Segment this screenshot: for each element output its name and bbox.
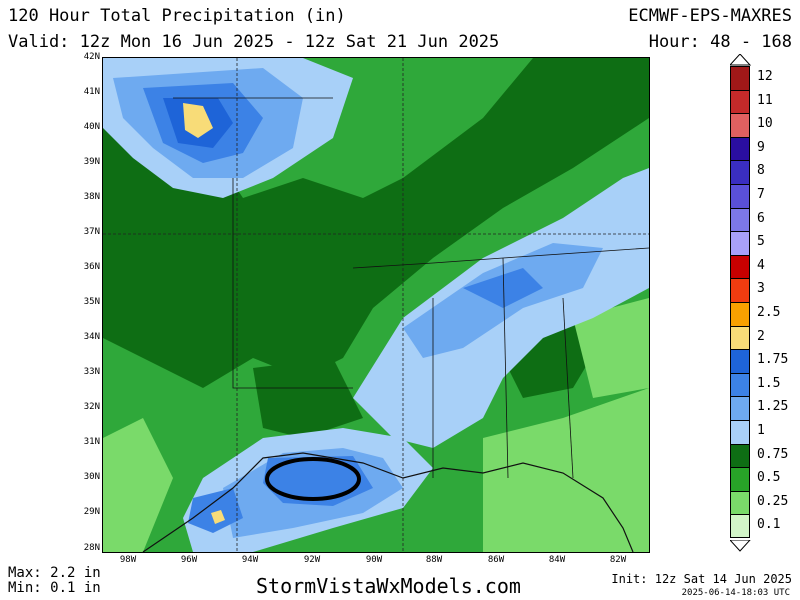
legend-label: 0.75 [757,446,789,462]
lat-label-32n: 32N [83,402,100,412]
legend-label: 9 [757,139,765,155]
legend-swatch [730,160,750,184]
legend-label: 0.1 [757,517,781,533]
legend-swatch [730,514,750,538]
lat-label-28n: 28N [83,543,100,553]
legend-swatch [730,325,750,350]
generated-timestamp: 2025-06-14-18:03 UTC [681,588,790,598]
legend-label: 2 [757,328,765,344]
lat-label-35n: 35N [83,297,100,307]
lat-label-39n: 39N [83,157,100,167]
lat-label-38n: 38N [83,192,100,202]
legend-swatch [730,89,750,114]
legend-label: 11 [757,92,773,108]
legend-swatch [730,467,750,491]
min-value: Min: 0.1 in [8,580,101,596]
legend-label: 1.5 [757,375,781,391]
lat-label-29n: 29N [83,507,100,517]
legend-label: 12 [757,69,773,84]
legend-swatch [730,443,750,468]
lon-label-88w: 88W [425,555,443,565]
legend-label: 4 [757,257,765,273]
forecast-hour-range: Hour: 48 - 168 [648,32,792,52]
max-value: Max: 2.2 in [8,565,101,581]
legend-arrow-up-icon [730,54,752,66]
legend-swatch [730,231,750,255]
lon-label-94w: 94W [241,555,259,565]
legend-label: 1.75 [757,352,789,368]
legend-label: 1.25 [757,399,789,415]
lat-label-42n: 42N [83,52,100,62]
precipitation-map [102,57,650,553]
lon-label-86w: 86W [487,555,505,565]
legend-swatch [730,278,750,302]
precip-contours [103,58,649,552]
lat-label-37n: 37N [83,227,100,237]
init-time: Init: 12z Sat 14 Jun 2025 [611,572,792,586]
legend-label: 8 [757,163,765,179]
legend-label: 0.5 [757,470,781,486]
legend-swatch [730,396,750,420]
lat-label-36n: 36N [83,262,100,272]
legend-swatch [730,420,750,444]
legend-swatch [730,349,750,373]
lon-label-84w: 84W [548,555,566,565]
lon-label-98w: 98W [119,555,137,565]
legend-label: 6 [757,210,765,226]
legend-label: 3 [757,281,765,297]
legend-swatch [730,254,750,279]
legend-border [730,66,750,538]
lon-label-82w: 82W [609,555,627,565]
lat-label-33n: 33N [83,367,100,377]
site-watermark: StormVistaWxModels.com [256,574,521,598]
lon-label-96w: 96W [180,555,198,565]
model-name: ECMWF-EPS-MAXRES [628,6,792,26]
legend-label: 5 [757,234,765,250]
lat-label-41n: 41N [83,87,100,97]
legend-label: 10 [757,116,773,132]
legend-swatch [730,302,750,326]
legend-arrow-down-icon [730,540,751,552]
legend-swatch [730,136,750,161]
lat-label-30n: 30N [83,472,100,482]
legend-label: 7 [757,187,765,202]
max-min-stats: Max: 2.2 in Min: 0.1 in [8,566,101,596]
legend-swatch [730,490,750,515]
lon-label-90w: 90W [365,555,383,565]
lon-label-92w: 92W [303,555,321,565]
legend-swatch [730,207,750,232]
lat-label-31n: 31N [83,437,100,447]
legend-swatch [730,372,750,397]
map-title: 120 Hour Total Precipitation (in) [8,6,346,26]
legend-label: 1 [757,423,765,438]
valid-period: Valid: 12z Mon 16 Jun 2025 - 12z Sat 21 … [8,32,500,52]
legend-label: 2.5 [757,305,781,320]
legend-swatch [730,113,750,137]
legend-swatch [730,184,750,208]
lat-label-40n: 40N [83,122,100,132]
lat-label-34n: 34N [83,332,100,342]
legend-label: 0.25 [757,493,789,509]
